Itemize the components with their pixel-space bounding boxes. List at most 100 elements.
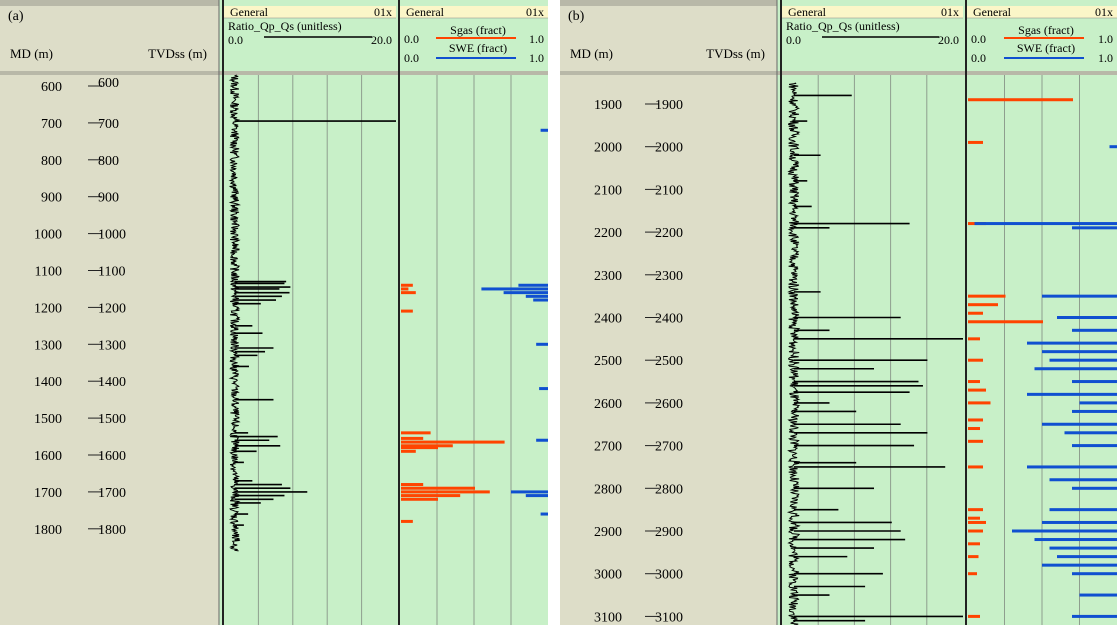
sgas-mark (968, 427, 980, 431)
swe-mark (1042, 520, 1117, 524)
swe-mark (511, 490, 548, 494)
sgas-mark (968, 98, 1073, 102)
md-tick-label: 1000 (34, 228, 62, 243)
swe-mark (525, 494, 548, 498)
swe-mark (1027, 465, 1117, 469)
sgas-mark (401, 486, 475, 490)
sgas-mark (401, 309, 413, 313)
log-tracks-background (777, 0, 1117, 625)
panel-gap (548, 0, 560, 625)
sgas-mark (968, 418, 983, 422)
sgas-scale-min: 0.0 (404, 32, 419, 46)
sgas-mark (968, 572, 977, 576)
swe-mark (1079, 401, 1117, 405)
sgas-curve-name: Sgas (fract) (1018, 23, 1074, 37)
md-tick-label: 1500 (34, 412, 62, 427)
sgas-mark (968, 303, 998, 307)
log-tracks-background (219, 0, 548, 625)
swe-mark (1072, 226, 1117, 230)
swe-mark (1042, 350, 1117, 354)
swe-mark (1049, 358, 1117, 362)
sgas-mark (401, 490, 490, 494)
ratio-scale-max: 20.0 (371, 33, 392, 47)
md-tick-label: 2300 (594, 269, 622, 284)
swe-mark (1057, 316, 1117, 319)
sgas-mark (968, 542, 980, 546)
tvd-axis-label: TVDss (m) (706, 46, 765, 61)
header-separator (560, 71, 1117, 75)
sgas-mark (968, 320, 1043, 324)
swe-curve-name: SWE (fract) (449, 41, 507, 55)
tvd-tick-label: 2500 (655, 354, 683, 369)
md-tick-label: 1400 (34, 375, 62, 390)
tvd-tick-label: 2000 (655, 141, 683, 156)
panel-label: (a) (8, 9, 24, 24)
swe-mark (536, 438, 548, 442)
swe-mark (481, 287, 548, 291)
tvd-tick-label: 2400 (655, 312, 683, 327)
md-tick-label: 2000 (594, 141, 622, 156)
tvd-tick-label: 1200 (98, 301, 126, 316)
md-tick-label: 2900 (594, 525, 622, 540)
swe-mark (518, 283, 548, 287)
sgas-mark (968, 401, 991, 405)
md-tick-label: 1900 (594, 98, 622, 113)
tvd-tick-label: 600 (98, 76, 119, 91)
track2-title-bar (967, 6, 1117, 18)
sgas-mark (401, 519, 413, 523)
swe-mark (1042, 294, 1117, 298)
sgas-mark (968, 294, 1006, 298)
tvd-tick-label: 1700 (98, 486, 126, 501)
sgas-mark (401, 446, 438, 450)
swe-mark (1057, 555, 1117, 559)
tvd-tick-label: 1800 (98, 523, 126, 538)
sgas-mark (401, 449, 416, 453)
swe-mark (1049, 508, 1117, 512)
swe-mark (1072, 380, 1117, 384)
sgas-mark (968, 555, 979, 559)
track2-title: General (406, 5, 445, 19)
header-separator (0, 71, 548, 75)
md-tick-label: 3100 (594, 610, 622, 625)
panel-a: (a) MD (m) TVDss (m) 600 600 700 700 800 800 900 9… (0, 0, 548, 625)
md-tick-label: 700 (41, 117, 62, 132)
panel-b: (b) MD (m) TVDss (m) 1900 1900 2000 2000 2100 21… (560, 0, 1117, 625)
sgas-mark (968, 380, 980, 384)
sgas-mark (968, 388, 986, 392)
swe-scale-max: 1.0 (529, 51, 544, 65)
md-tick-label: 2600 (594, 397, 622, 412)
tvd-tick-label: 2300 (655, 269, 683, 284)
swe-mark (1064, 431, 1117, 435)
md-axis-label: MD (m) (10, 46, 53, 61)
swe-mark (539, 387, 548, 391)
sgas-mark (401, 291, 416, 295)
ratio-curve-name: Ratio_Qp_Qs (unitless) (228, 19, 342, 33)
depth-track-background (560, 0, 777, 625)
sgas-mark (968, 337, 980, 341)
swe-mark (1027, 392, 1117, 396)
swe-mark (540, 512, 548, 516)
tvd-tick-label: 1900 (655, 98, 683, 113)
sgas-mark (401, 444, 453, 448)
swe-mark (1072, 614, 1117, 618)
md-axis-label: MD (m) (570, 46, 613, 61)
md-tick-label: 2700 (594, 440, 622, 455)
swe-mark (1027, 341, 1117, 345)
track1-title-bar (224, 6, 396, 18)
sgas-curve-name: Sgas (fract) (450, 23, 506, 37)
swe-mark (1072, 328, 1117, 332)
swe-scale-max: 1.0 (1098, 51, 1113, 65)
tvd-tick-label: 900 (98, 191, 119, 206)
swe-curve-name: SWE (fract) (1017, 41, 1075, 55)
tvd-tick-label: 1500 (98, 412, 126, 427)
md-tick-label: 3000 (594, 568, 622, 583)
track2-title: General (973, 5, 1012, 19)
tvd-tick-label: 1000 (98, 228, 126, 243)
track2-scale-code: 01x (526, 5, 544, 19)
md-tick-label: 1600 (34, 449, 62, 464)
tvd-tick-label: 1300 (98, 338, 126, 353)
sgas-mark (401, 440, 505, 444)
md-tick-label: 1100 (35, 265, 62, 280)
swe-mark (1072, 444, 1117, 448)
tvd-tick-label: 2600 (655, 397, 683, 412)
